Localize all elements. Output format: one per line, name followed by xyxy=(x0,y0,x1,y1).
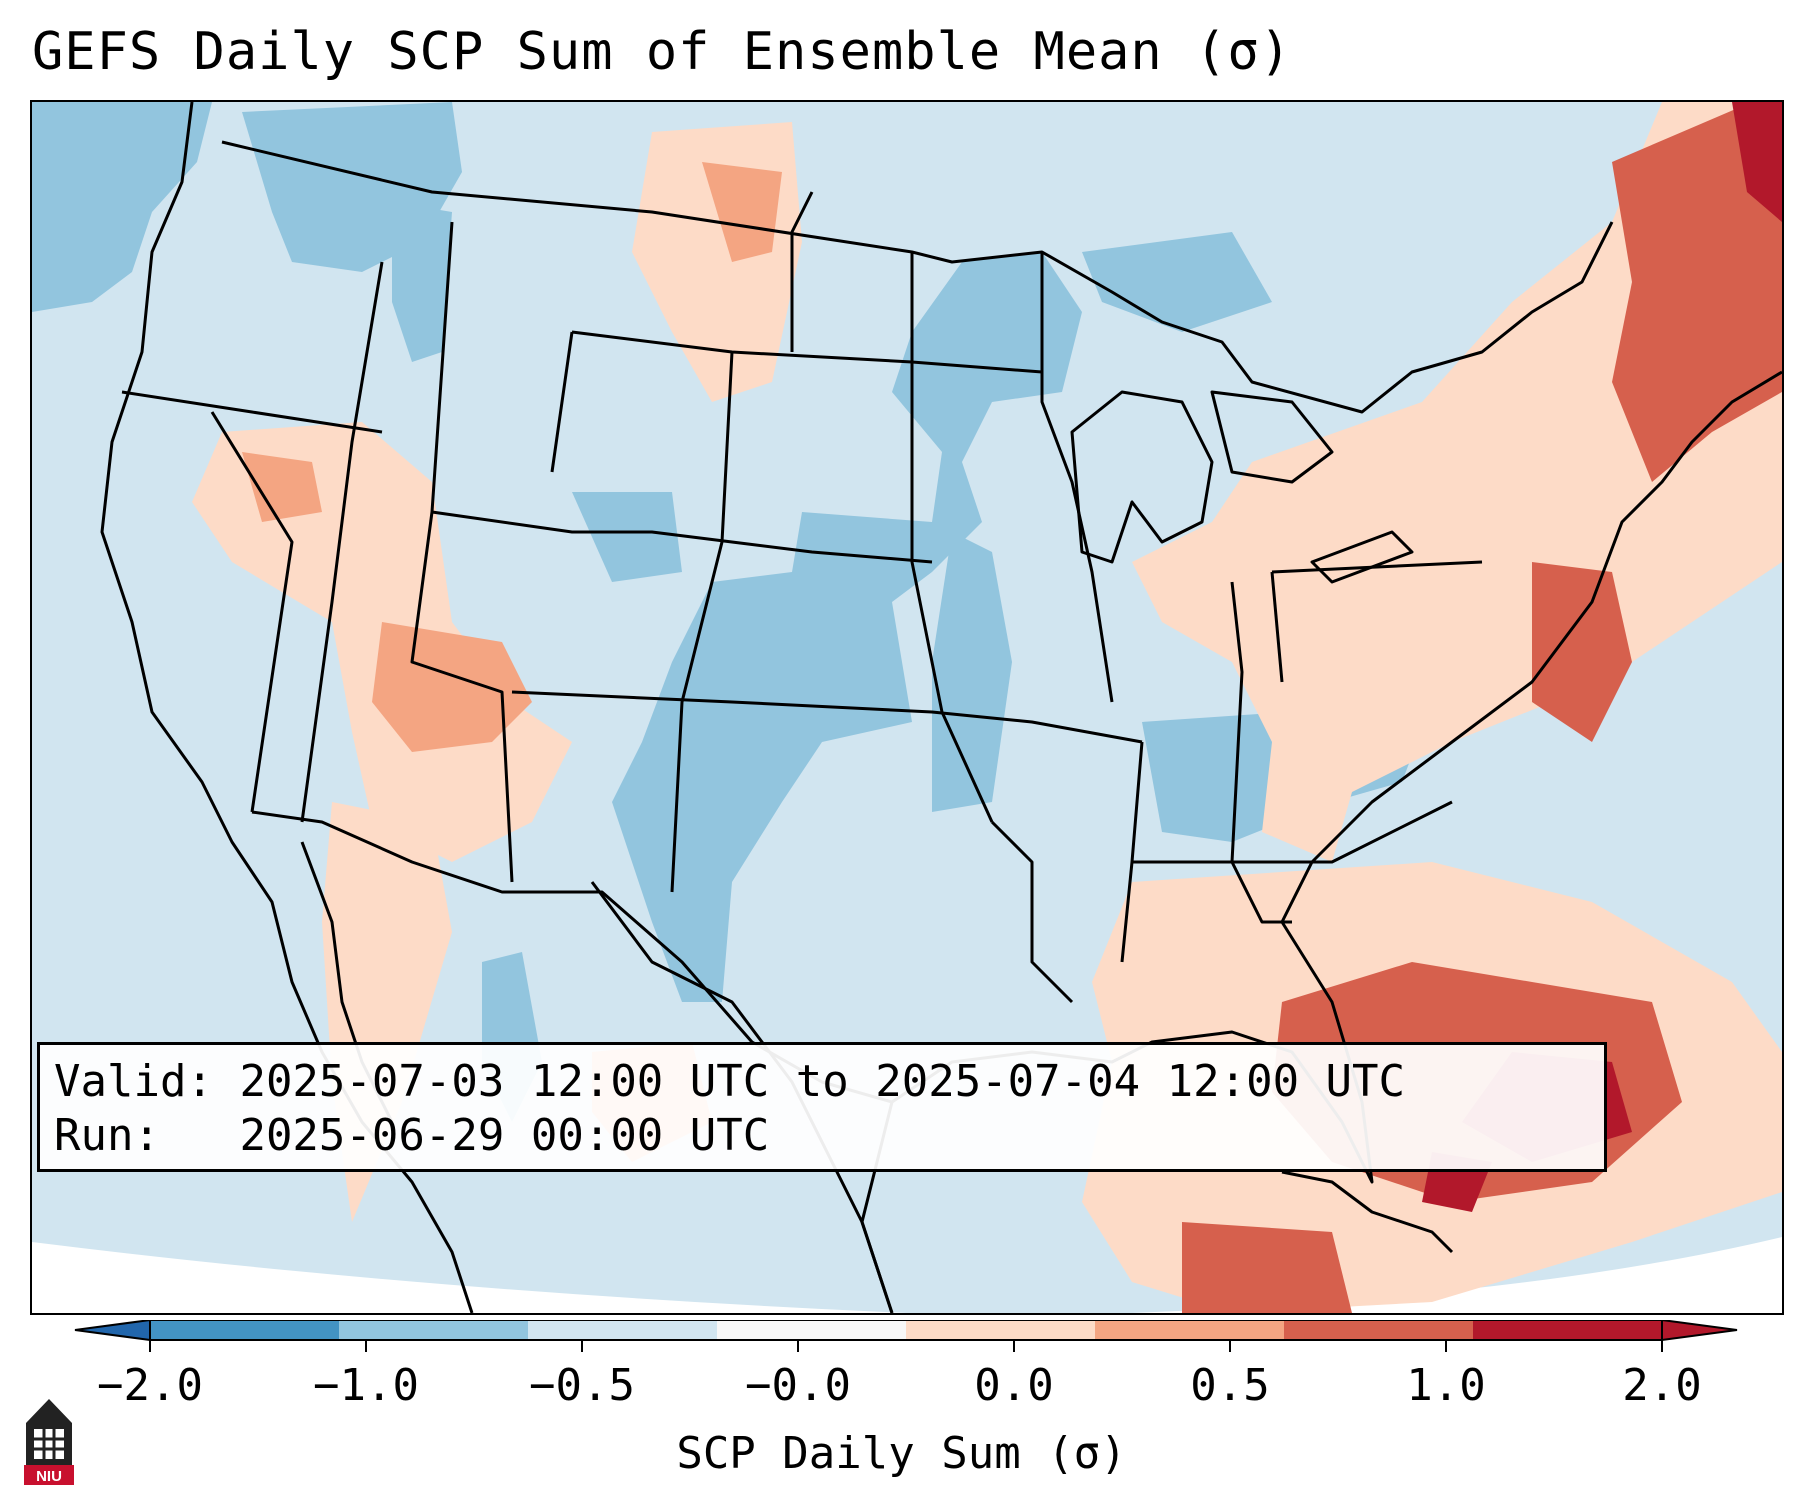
cuba-coast xyxy=(1281,1170,1454,1254)
colorbar-extend-low xyxy=(74,1320,151,1342)
colorbar-extend-high xyxy=(1661,1320,1738,1342)
colorbar-tick-label: −0.0 xyxy=(745,1360,851,1411)
chart-title: GEFS Daily SCP Sum of Ensemble Mean (σ) xyxy=(32,22,1292,82)
region-positive-northeast xyxy=(1132,102,1782,862)
state-line-tn-nc xyxy=(1132,800,1453,864)
colorbar-label: SCP Daily Sum (σ) xyxy=(676,1428,1127,1479)
colorbar-ticks xyxy=(149,1340,1663,1352)
valid-run-info-box: Valid: 2025-07-03 12:00 UTC to 2025-07-0… xyxy=(37,1042,1607,1172)
region-positive-oregon xyxy=(242,452,322,522)
colorbar-tick-label: 1.0 xyxy=(1406,1360,1486,1411)
colorbar-segment xyxy=(1284,1320,1474,1340)
colorbar xyxy=(74,1320,1738,1352)
region-negative-idaho xyxy=(392,202,452,362)
state-line-oh xyxy=(1270,571,1284,683)
state-line-wy-ne xyxy=(431,510,933,564)
valid-value: 2025-07-03 12:00 UTC to 2025-07-04 12:00… xyxy=(239,1056,1406,1107)
state-line-in-al xyxy=(1230,581,1244,863)
state-line-ut xyxy=(410,221,514,883)
state-line-or-ca xyxy=(121,390,383,434)
lake-michigan xyxy=(1070,390,1214,564)
state-line-co-ks-ok xyxy=(511,690,1143,744)
state-line-id-nv-az xyxy=(300,261,384,823)
region-positive-new-england xyxy=(1612,102,1782,482)
colorbar-segments xyxy=(74,1320,1738,1342)
colorbar-segment xyxy=(528,1320,718,1340)
projection-edge-left xyxy=(32,1242,907,1313)
university-tower-icon: NIU xyxy=(24,1399,74,1485)
state-line-co-nm xyxy=(670,351,734,893)
lake-huron xyxy=(1210,390,1334,484)
region-positive-cuba xyxy=(1182,1222,1352,1313)
region-negative-ontario xyxy=(1082,232,1272,332)
state-line-sd-mn xyxy=(911,360,1043,374)
colorbar-tick-label: −0.5 xyxy=(529,1360,635,1411)
colorbar-segment xyxy=(339,1320,529,1340)
run-value: 2025-06-29 00:00 UTC xyxy=(239,1110,770,1161)
state-line-dakotas-ks xyxy=(910,252,994,823)
state-line-mn-ia-mo xyxy=(1040,252,1114,703)
region-positive-montana-core xyxy=(702,162,782,262)
colorbar-tick-label: −2.0 xyxy=(97,1360,203,1411)
region-positive-maine xyxy=(1732,102,1782,222)
valid-label: Valid: xyxy=(54,1056,213,1107)
region-negative-pacific-nw xyxy=(32,102,212,312)
colorbar-tick-label: 0.5 xyxy=(1190,1360,1270,1411)
state-line-ga xyxy=(1230,861,1292,924)
lake-erie xyxy=(1310,530,1414,584)
colorbar-tick-label: 2.0 xyxy=(1622,1360,1702,1411)
colorbar-segment xyxy=(150,1320,340,1340)
region-negative-wyoming xyxy=(572,492,682,582)
colorbar-tick-label: 0.0 xyxy=(974,1360,1054,1411)
boundaries xyxy=(100,102,1782,1313)
region-positive-chesapeake xyxy=(1532,562,1632,742)
colorbar-segment xyxy=(1095,1320,1285,1340)
colorbar-segment xyxy=(1473,1320,1663,1340)
run-label: Run: xyxy=(54,1110,160,1161)
state-line-wy-west xyxy=(550,331,574,473)
state-line-pa-ny xyxy=(1271,560,1483,574)
colorbar-tick-label: −1.0 xyxy=(313,1360,419,1411)
region-negative-missouri xyxy=(932,532,1012,812)
state-line-ar-la xyxy=(990,820,1074,1004)
colorbar-segment xyxy=(906,1320,1096,1340)
region-negative-plains xyxy=(612,252,1082,1002)
us-canada-border xyxy=(221,140,1614,414)
colorbar-segment xyxy=(717,1320,907,1340)
logo-text: NIU xyxy=(36,1468,62,1485)
state-line-nd-mt xyxy=(790,191,814,352)
colorbar-frame xyxy=(149,1320,1663,1341)
state-line-nv xyxy=(210,411,294,813)
projection-edge-right xyxy=(1132,1237,1782,1313)
